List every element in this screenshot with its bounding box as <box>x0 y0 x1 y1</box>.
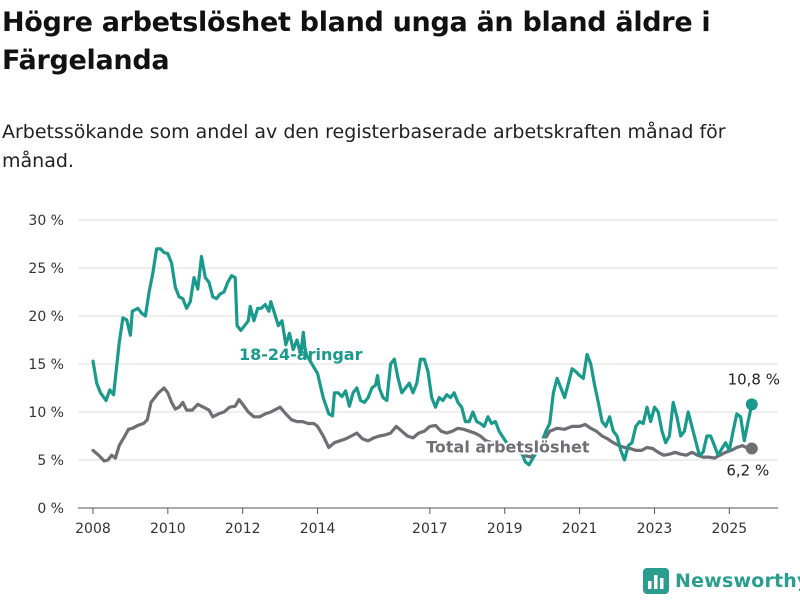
x-tick-label: 2025 <box>712 521 748 537</box>
brand-name: Newsworthy <box>675 570 800 592</box>
end-point-youth <box>745 398 758 411</box>
x-tick-label: 2008 <box>75 521 111 537</box>
x-tick-label: 2012 <box>225 521 261 537</box>
line-chart: 0 % 5 % 10 % 15 % 20 % 25 % 30 % 2008 2010 2012 20… <box>28 213 780 537</box>
newsworthy-logo: Newsworthy <box>643 568 800 594</box>
end-value-youth: 10,8 % <box>728 370 780 388</box>
chart-title: Högre arbetslöshet bland unga än bland ä… <box>2 7 711 76</box>
series-line-total <box>91 386 754 463</box>
y-tick-label: 25 % <box>28 261 64 277</box>
chart-subtitle: Arbetssökande som andel av den registerb… <box>2 121 726 172</box>
grid-lines <box>78 219 778 461</box>
y-tick-label: 10 % <box>28 405 64 421</box>
bar-chart-logo-icon <box>643 568 669 594</box>
x-tick-label: 2014 <box>300 521 336 537</box>
y-tick-label: 15 % <box>28 357 64 373</box>
x-tick-label: 2017 <box>412 521 448 537</box>
end-point-total <box>745 442 758 455</box>
series-lines <box>91 247 758 467</box>
series-labels: 18-24-åringar Total arbetslöshet 10,8 % 6,2… <box>239 345 780 479</box>
end-value-total: 6,2 % <box>726 461 769 479</box>
x-tick-label: 2019 <box>487 521 523 537</box>
series-line-youth <box>91 247 754 467</box>
series-label-total: Total arbetslöshet <box>426 437 590 456</box>
y-tick-label: 20 % <box>28 309 64 325</box>
x-tick-label: 2010 <box>150 521 186 537</box>
axes: 0 % 5 % 10 % 15 % 20 % 25 % 30 % 2008 2010 2012 20… <box>28 213 778 537</box>
x-tick-label: 2021 <box>562 521 598 537</box>
y-tick-label: 30 % <box>28 213 64 229</box>
y-tick-label: 5 % <box>37 453 64 469</box>
y-tick-label: 0 % <box>37 501 64 517</box>
x-tick-label: 2023 <box>637 521 673 537</box>
series-label-youth: 18-24-åringar <box>239 345 363 364</box>
